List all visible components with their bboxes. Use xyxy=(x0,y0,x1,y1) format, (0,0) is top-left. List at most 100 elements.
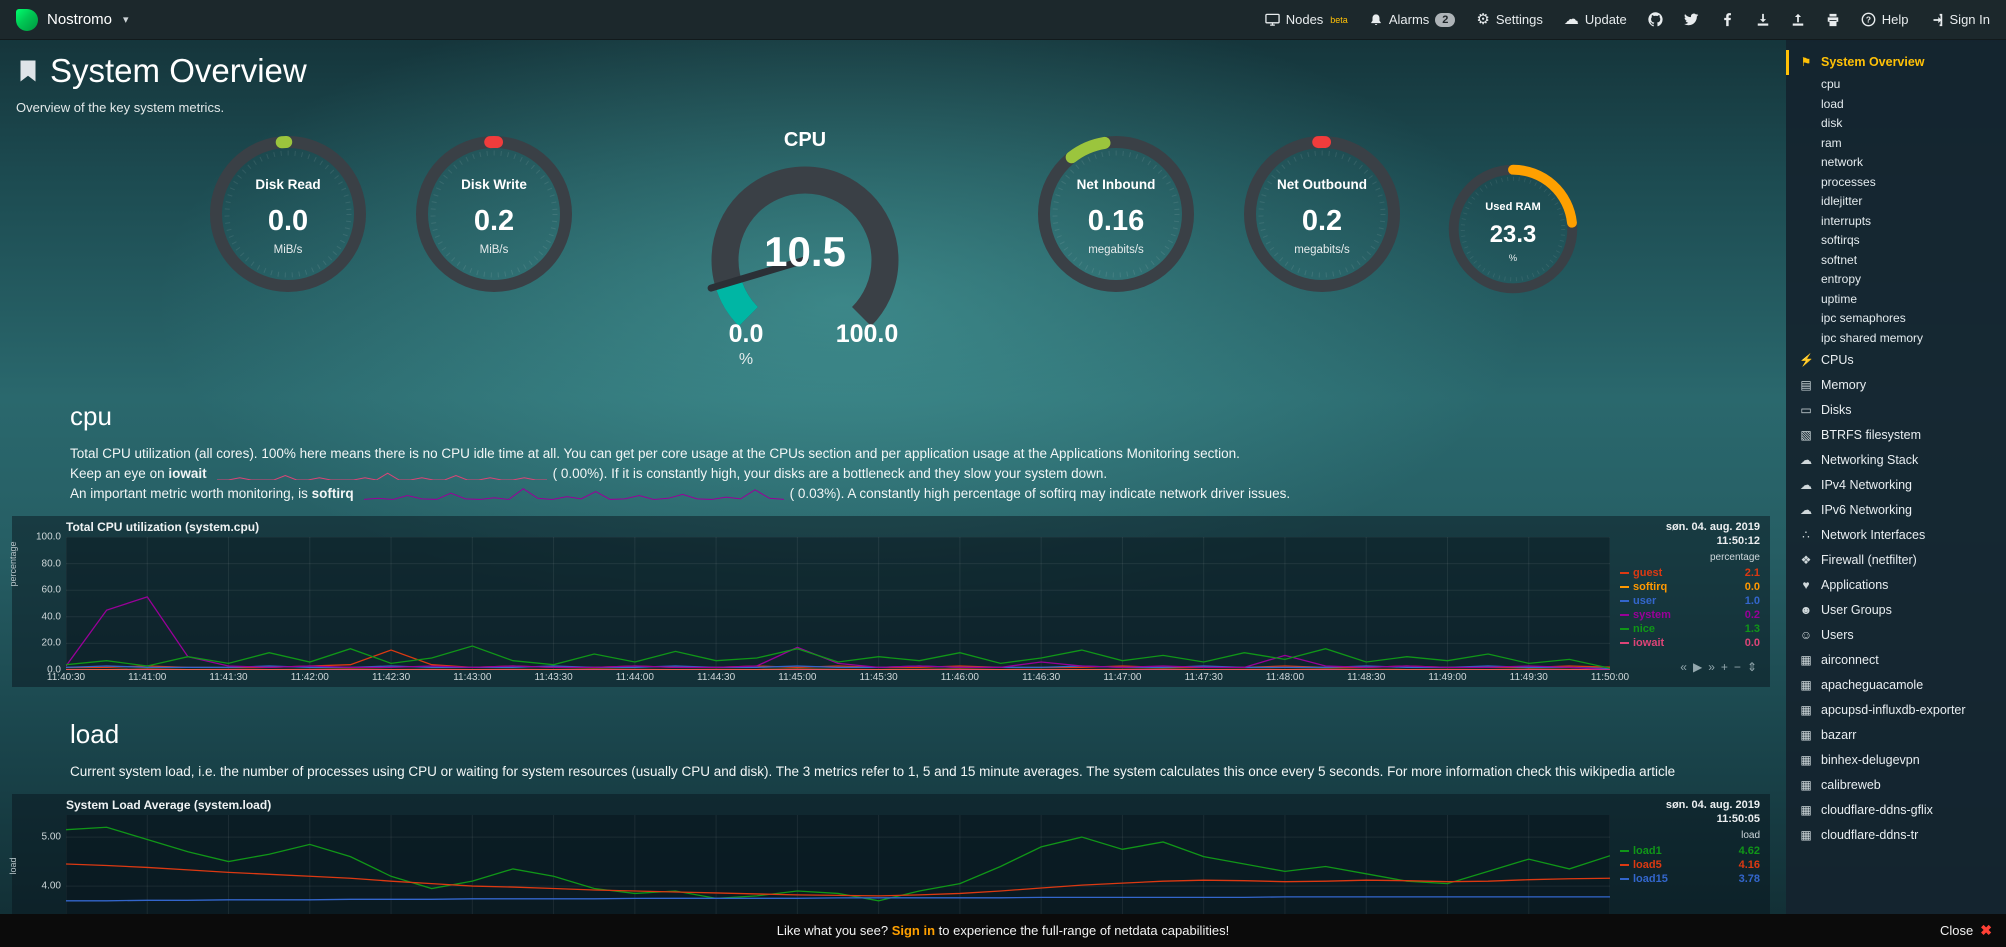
sidebar-item-cloudflare-ddns-tr[interactable]: ▦ cloudflare-ddns-tr xyxy=(1786,823,2006,848)
y-tick-label: 4.00 xyxy=(41,880,61,892)
import-button[interactable] xyxy=(1756,13,1770,27)
cpu-utilization-chart: Total CPU utilization (system.cpu) perce… xyxy=(8,516,1770,687)
svg-text:100.0: 100.0 xyxy=(836,320,899,348)
sidebar-subitem-cpu[interactable]: cpu xyxy=(1821,77,1841,91)
signin-label: Sign In xyxy=(1949,12,1990,27)
sidebar-item-btrfs-filesystem[interactable]: ▧ BTRFS filesystem xyxy=(1786,423,2006,448)
legend-item-nice[interactable]: nice 1.3 xyxy=(1620,622,1760,636)
legend-item-guest[interactable]: guest 2.1 xyxy=(1620,566,1760,580)
update-button[interactable]: ☁ Update xyxy=(1564,12,1627,27)
legend-series-name: softirq xyxy=(1620,580,1667,594)
chevron-down-icon: ▾ xyxy=(123,14,129,26)
gauge-cpu[interactable]: CPU 10.5 0.0 100.0 % xyxy=(655,129,955,375)
sidebar-subitem-entropy[interactable]: entropy xyxy=(1821,272,1862,286)
sidebar-item-users[interactable]: ☺ Users xyxy=(1786,623,2006,648)
legend-item-load5[interactable]: load5 4.16 xyxy=(1620,858,1760,872)
sidebar-item-label: IPv6 Networking xyxy=(1821,503,1913,517)
x-tick-label: 11:49:30 xyxy=(1509,672,1548,683)
legend-item-user[interactable]: user 1.0 xyxy=(1620,594,1760,608)
legend-item-load15[interactable]: load15 3.78 xyxy=(1620,872,1760,886)
x-tick-label: 11:44:30 xyxy=(697,672,736,683)
signin-button[interactable]: Sign In xyxy=(1930,12,1990,27)
sidebar-item-binhex-delugevpn[interactable]: ▦ binhex-delugevpn xyxy=(1786,748,2006,773)
sidebar-subitem-ipc-shared-memory[interactable]: ipc shared memory xyxy=(1821,330,1924,345)
sitemap-icon: ∴ xyxy=(1802,528,1810,542)
sidebar-subitem-uptime[interactable]: uptime xyxy=(1821,291,1858,306)
sidebar-item-network-interfaces[interactable]: ∴ Network Interfaces xyxy=(1786,523,2006,548)
gauge-disk-read[interactable]: Disk Read 0.0 MiB/s xyxy=(203,129,373,299)
svg-text:0.2: 0.2 xyxy=(1302,205,1342,237)
sidebar-subitem-interrupts[interactable]: interrupts xyxy=(1821,213,1872,228)
legend-item-load1[interactable]: load1 4.62 xyxy=(1620,844,1760,858)
banner-signin-link[interactable]: Sign in xyxy=(891,923,936,938)
grid-icon: ▦ xyxy=(1800,678,1812,692)
legend-series-name: user xyxy=(1620,594,1656,608)
heartbeat-icon: ♥ xyxy=(1802,578,1810,592)
gauge-disk-write[interactable]: Disk Write 0.2 MiB/s xyxy=(409,129,579,299)
nodes-button[interactable]: Nodes beta xyxy=(1265,12,1348,27)
sidebar-item-disks[interactable]: ▭ Disks xyxy=(1786,398,2006,423)
legend-item-iowait[interactable]: iowait 0.0 xyxy=(1620,636,1760,650)
sidebar-item-ipv4-networking[interactable]: ☁ IPv4 Networking xyxy=(1786,473,2006,498)
twitter-button[interactable] xyxy=(1683,12,1699,27)
sidebar-subitem-disk[interactable]: disk xyxy=(1821,116,1843,130)
sidebar-item-memory[interactable]: ▤ Memory xyxy=(1786,373,2006,398)
sidebar-subitem-processes[interactable]: processes xyxy=(1821,174,1876,189)
sidebar-item-ipv6-networking[interactable]: ☁ IPv6 Networking xyxy=(1786,498,2006,523)
legend-series-value: 1.0 xyxy=(1744,595,1760,607)
gauge-net-outbound[interactable]: Net Outbound 0.2 megabits/s xyxy=(1237,129,1407,299)
backward-button[interactable]: « xyxy=(1680,660,1687,674)
sidebar-item-applications[interactable]: ♥ Applications xyxy=(1786,573,2006,598)
softirq-value: ( 0.03%). xyxy=(789,486,845,501)
cpu-description: Total CPU utilization (all cores). 100% … xyxy=(70,444,1786,504)
x-tick-label: 11:50:00 xyxy=(1590,672,1630,683)
sidebar-subitem-idlejitter[interactable]: idlejitter xyxy=(1821,194,1863,208)
sidebar-subitem-ipc-semaphores[interactable]: ipc semaphores xyxy=(1821,311,1906,325)
sidebar-item-apcupsd-influxdb-exporter[interactable]: ▦ apcupsd-influxdb-exporter xyxy=(1786,698,2006,723)
sidebar-item-cloudflare-ddns-gflix[interactable]: ▦ cloudflare-ddns-gflix xyxy=(1786,798,2006,823)
sidebar-item-airconnect[interactable]: ▦ airconnect xyxy=(1786,648,2006,673)
forward-button[interactable]: » xyxy=(1708,660,1715,674)
sidebar-item-system-overview[interactable]: ⚑ System Overview xyxy=(1786,50,2006,75)
legend-color-dash-icon xyxy=(1620,586,1629,589)
sidebar-subitem-ram[interactable]: ram xyxy=(1821,135,1842,150)
sidebar-item-calibreweb[interactable]: ▦ calibreweb xyxy=(1786,773,2006,798)
help-button[interactable]: ? Help xyxy=(1861,12,1909,27)
export-button[interactable] xyxy=(1791,13,1805,27)
sidebar-item-label: User Groups xyxy=(1821,603,1892,617)
sidebar-subitem-softirqs[interactable]: softirqs xyxy=(1821,233,1860,247)
facebook-button[interactable] xyxy=(1720,12,1735,27)
legend-color-dash-icon xyxy=(1620,628,1629,631)
sidebar-item-networking-stack[interactable]: ☁ Networking Stack xyxy=(1786,448,2006,473)
settings-button[interactable]: ⚙ Settings xyxy=(1476,12,1542,27)
sidebar-item-label: binhex-delugevpn xyxy=(1821,753,1920,767)
cpu-chart-plot-area[interactable] xyxy=(66,537,1610,670)
sidebar-subitem-softnet[interactable]: softnet xyxy=(1821,252,1858,267)
legend-item-softirq[interactable]: softirq 0.0 xyxy=(1620,580,1760,594)
sidebar-item-firewall-netfilter[interactable]: ❖ Firewall (netfilter) xyxy=(1786,548,2006,573)
node-selector[interactable]: Nostromo ▾ xyxy=(16,8,129,31)
banner-close-button[interactable]: Close ✖ xyxy=(1940,922,1992,939)
svg-text:Net Inbound: Net Inbound xyxy=(1077,177,1156,192)
sidebar-subitem-network[interactable]: network xyxy=(1821,155,1864,169)
github-button[interactable] xyxy=(1648,12,1663,27)
gear-icon: ⚙ xyxy=(1476,11,1490,28)
sidebar-subitem-load[interactable]: load xyxy=(1821,96,1844,111)
users-icon: ☻ xyxy=(1799,603,1813,617)
play-button[interactable]: ▶ xyxy=(1692,660,1703,674)
print-button[interactable] xyxy=(1826,13,1840,27)
cpu-gauge-title: CPU xyxy=(783,129,827,151)
legend-item-system[interactable]: system 0.2 xyxy=(1620,608,1760,622)
gauge-net-inbound[interactable]: Net Inbound 0.16 megabits/s xyxy=(1031,129,1201,299)
sidebar-item-apacheguacamole[interactable]: ▦ apacheguacamole xyxy=(1786,673,2006,698)
resize-button[interactable]: ⇕ xyxy=(1746,660,1757,674)
alarms-button[interactable]: Alarms 2 xyxy=(1369,12,1456,27)
zoom-out-button[interactable]: − xyxy=(1733,660,1741,674)
zoom-in-button[interactable]: + xyxy=(1720,660,1728,674)
svg-text:Used RAM: Used RAM xyxy=(1485,201,1541,213)
sidebar-item-bazarr[interactable]: ▦ bazarr xyxy=(1786,723,2006,748)
sidebar-item-cpus[interactable]: ⚡ CPUs xyxy=(1786,348,2006,373)
gauge-used-ram[interactable]: Used RAM 23.3 % xyxy=(1443,159,1583,299)
sidebar-item-user-groups[interactable]: ☻ User Groups xyxy=(1786,598,2006,623)
